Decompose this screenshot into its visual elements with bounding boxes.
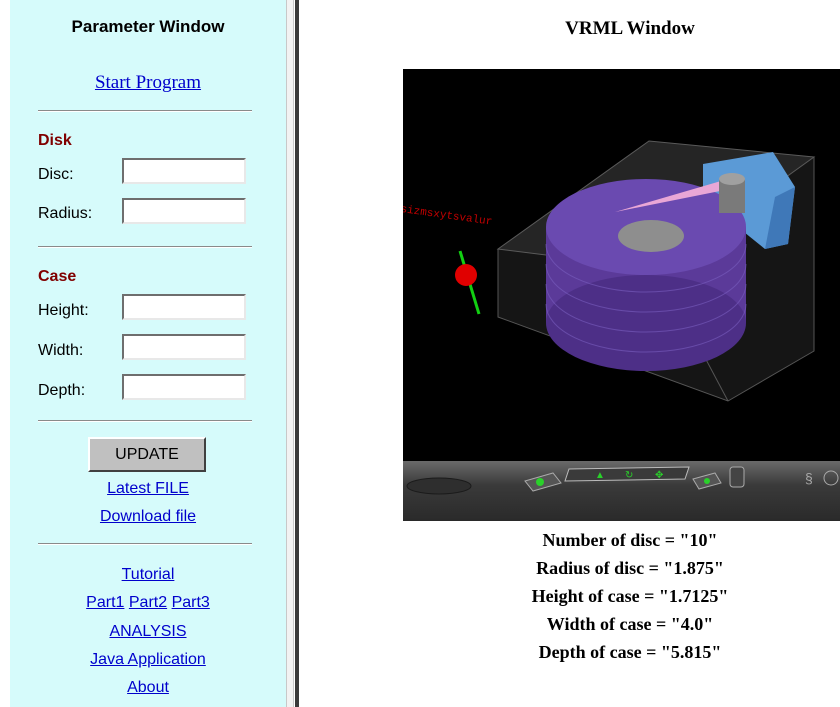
number-of-disc-result: Number of disc = "10" <box>542 530 718 550</box>
rotate-icon[interactable]: ↻ <box>625 470 633 481</box>
disk-section-heading: Disk <box>38 132 72 149</box>
update-button[interactable]: UPDATE <box>88 437 206 472</box>
radius-field[interactable] <box>122 198 246 224</box>
disc-field[interactable] <box>122 158 246 184</box>
divider <box>38 246 252 248</box>
width-field[interactable] <box>122 334 246 360</box>
download-file-link[interactable]: Download file <box>99 508 197 525</box>
spindle-hub <box>618 220 684 252</box>
settings-icon[interactable]: § <box>805 470 813 486</box>
vrml-viewer[interactable]: sizmsxytsvalur ▲ ↻ ✥ § <box>403 69 840 521</box>
analysis-link[interactable]: ANALYSIS <box>109 623 187 640</box>
vrml-window-title: VRML Window <box>565 18 695 39</box>
width-label: Width: <box>38 342 84 359</box>
latest-file-link[interactable]: Latest FILE <box>107 480 189 497</box>
pan-icon[interactable]: ✥ <box>655 470 663 481</box>
walk-icon[interactable] <box>536 478 544 486</box>
part1-link[interactable]: Part1 <box>86 594 125 611</box>
parameter-window-title: Parameter Window <box>71 17 225 36</box>
navigation-mode-bar[interactable] <box>564 466 690 482</box>
java-application-link[interactable]: Java Application <box>90 651 206 668</box>
navigation-slot-icon <box>406 477 472 495</box>
start-program-link[interactable]: Start Program <box>94 72 202 93</box>
tutorial-link[interactable]: Tutorial <box>121 566 175 583</box>
divider <box>38 543 252 545</box>
depth-label: Depth: <box>38 382 86 399</box>
view-icon[interactable] <box>729 466 745 488</box>
align-dot-icon <box>704 478 710 484</box>
help-icon[interactable] <box>823 470 839 486</box>
frame-divider-shadow <box>295 0 299 707</box>
frame-divider[interactable] <box>286 0 294 707</box>
actuator-arm <box>615 181 725 212</box>
part2-link[interactable]: Part2 <box>128 594 168 611</box>
case-section-heading: Case <box>38 268 77 285</box>
disc-stack-bottom <box>546 275 746 371</box>
divider <box>38 110 252 112</box>
study-icon[interactable]: ▲ <box>595 470 605 481</box>
depth-of-case-result: Depth of case = "5.815" <box>538 642 722 662</box>
part3-link[interactable]: Part3 <box>171 594 210 611</box>
marker-ball[interactable] <box>455 264 477 286</box>
height-label: Height: <box>38 302 89 319</box>
radius-of-disc-result: Radius of disc = "1.875" <box>536 558 724 578</box>
divider <box>38 420 252 422</box>
about-link[interactable]: About <box>127 679 169 696</box>
parameter-window-panel: Parameter Window Start Program Disk Disc… <box>10 0 286 707</box>
head-block-side <box>765 187 795 249</box>
height-field[interactable] <box>122 294 246 320</box>
vrml-scene[interactable]: sizmsxytsvalur <box>403 69 840 461</box>
arm-pivot-top <box>719 173 745 185</box>
depth-field[interactable] <box>122 374 246 400</box>
height-of-case-result: Height of case = "1.7125" <box>531 586 729 606</box>
scene-label: sizmsxytsvalur <box>403 204 493 229</box>
disc-layers <box>545 243 747 353</box>
disc-label: Disc: <box>38 166 74 183</box>
vrml-navigation-toolbar: ▲ ↻ ✥ § <box>403 461 840 521</box>
width-of-case-result: Width of case = "4.0" <box>546 614 714 634</box>
radius-label: Radius: <box>38 205 93 222</box>
